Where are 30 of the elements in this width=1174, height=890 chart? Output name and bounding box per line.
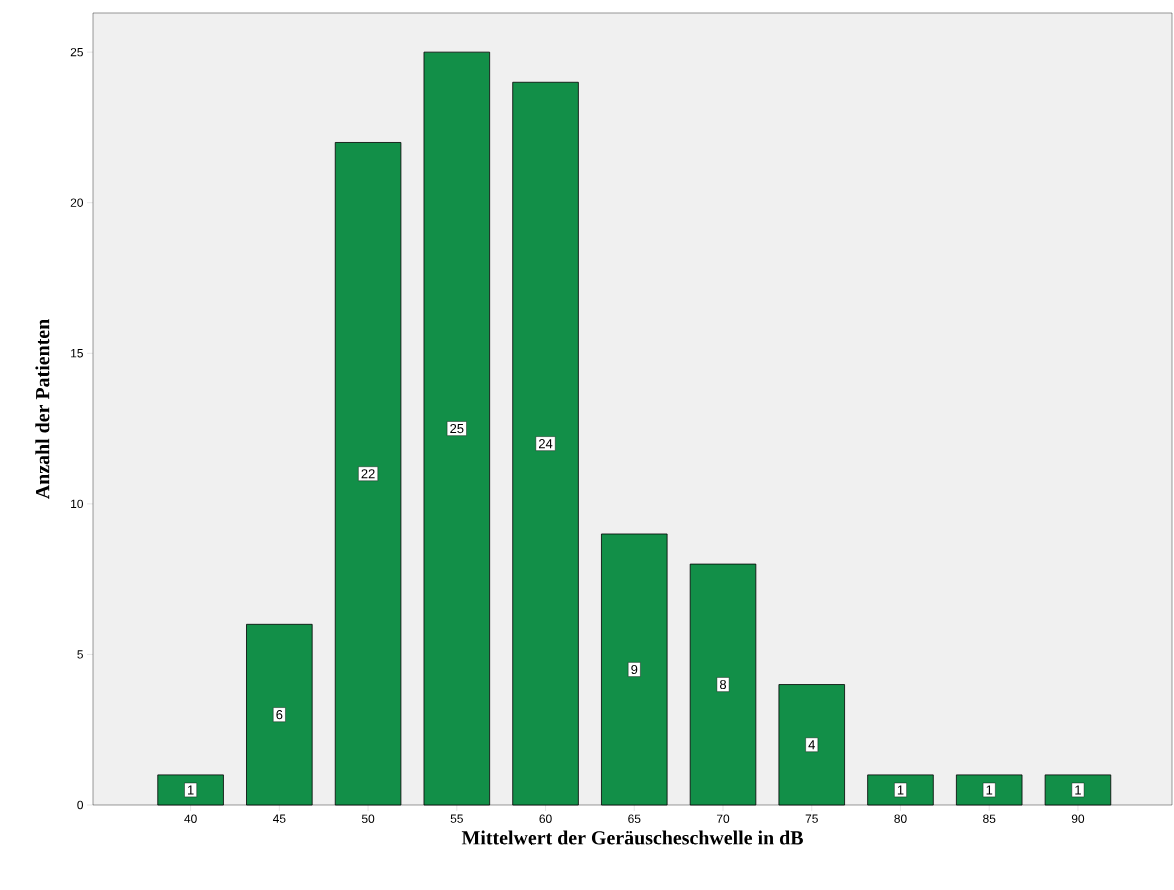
y-tick-label: 0 [77,800,84,810]
y-tick-label: 25 [70,47,83,57]
x-tick-label: 80 [894,814,907,823]
y-tick-label: 20 [70,198,84,207]
y-tick-label: 10 [71,499,84,509]
x-tick-label: 85 [983,814,996,823]
x-tick-label: 70 [716,814,730,823]
x-tick-label: 60 [539,814,552,823]
data-label: 1 [187,785,194,795]
data-label: 22 [361,469,375,479]
data-label: 8 [719,679,727,690]
x-tick-label: 45 [272,814,286,823]
x-tick-label: 65 [628,814,641,823]
x-tick-label: 40 [184,814,197,823]
data-label: 24 [539,439,553,449]
data-label: 6 [276,710,283,720]
y-axis-title: Anzahl der Patienten [35,319,50,500]
x-axis-title: Mittelwert der Geräuscheschwelle in dB [461,830,803,845]
data-label: 9 [631,664,638,675]
y-tick-label: 5 [77,650,83,659]
y-tick-label: 15 [71,349,83,358]
data-label: 1 [1075,785,1081,795]
data-label: 4 [808,740,815,750]
x-tick-label: 55 [450,814,463,823]
x-tick-label: 90 [1071,814,1085,823]
data-label: 1 [986,785,993,795]
data-label: 25 [450,423,464,434]
data-label: 1 [897,785,904,795]
x-tick-label: 75 [805,814,818,823]
x-tick-label: 50 [361,814,375,823]
